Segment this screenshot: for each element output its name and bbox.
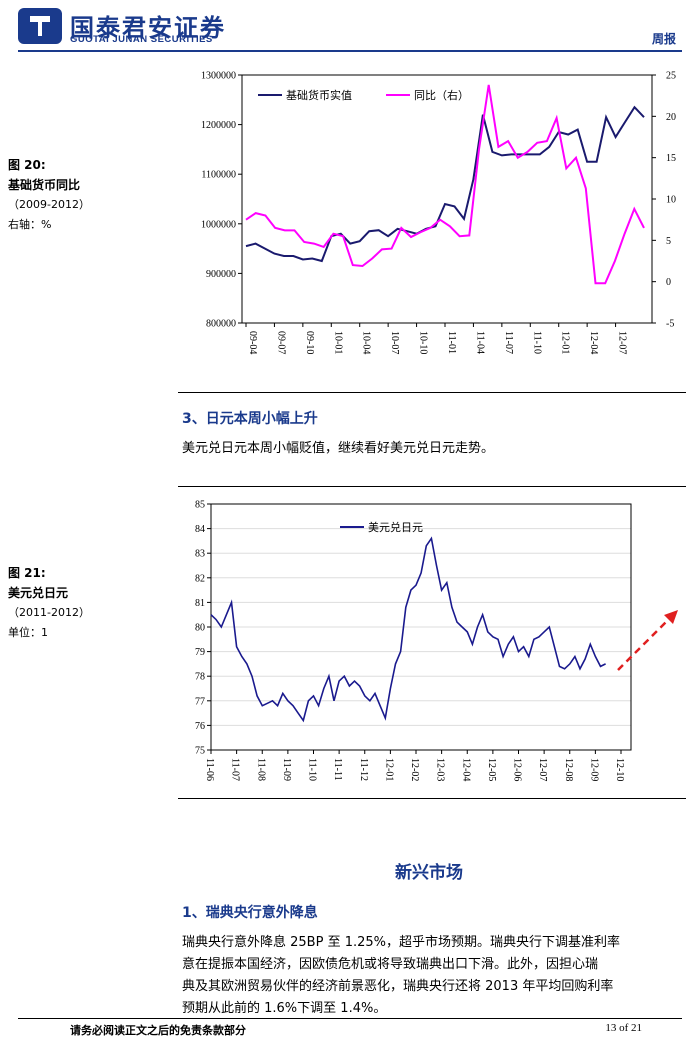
x-tick-label: 11-06 (204, 758, 215, 781)
plot-frame (241, 74, 653, 324)
x-tick-label: 12-03 (435, 758, 446, 781)
emerging-para-line-4: 预期从此前的 1.6%下调至 1.4%。 (182, 1001, 387, 1016)
x-tick-label: 12-07 (617, 331, 628, 354)
x-tick-label: 12-02 (409, 758, 420, 781)
page-number: 13 of 21 (605, 1022, 642, 1034)
company-name-en: GUOTAI JUNAN SECURITIES (70, 34, 213, 45)
figure-21-period: （2011-2012） (8, 606, 90, 619)
y-tick-label: 78 (195, 672, 205, 683)
x-tick-label: 11-01 (446, 331, 457, 354)
x-tick-label: 12-09 (588, 758, 599, 781)
x-tick-label: 11-09 (281, 758, 292, 781)
figure-20-note: 右轴：% (8, 218, 52, 231)
y2-tick-label: 15 (666, 153, 676, 164)
footer-disclaimer: 请务必阅读正文之后的免责条款部分 (70, 1024, 246, 1037)
y-tick-label: 79 (195, 647, 205, 658)
x-tick-label: 12-06 (512, 758, 523, 781)
x-tick-label: 11-10 (531, 331, 542, 354)
y-tick-label: 1300000 (201, 71, 236, 82)
chart-2-top-rule (178, 486, 686, 487)
series-line-yoy (245, 84, 645, 285)
legend-label-usdjpy: 美元兑日元 (368, 520, 423, 534)
emerging-para-line-1: 瑞典央行意外降息 25BP 至 1.25%，超乎市场预期。瑞典央行下调基准利率 (182, 935, 620, 950)
x-tick-label: 09-10 (304, 331, 315, 354)
x-tick-label: 12-07 (537, 758, 548, 781)
monetary-base-chart: 800000 900000 1000000 1100000 1200000 1300000… (201, 71, 676, 355)
y-tick-label: 84 (195, 524, 205, 535)
figure-21-label: 图 21: (8, 566, 46, 580)
y-tick-label: 85 (195, 500, 205, 511)
figure-20-label: 图 20: (8, 158, 46, 172)
y-tick-label: 800000 (206, 319, 236, 330)
x-tick-label: 10-01 (332, 331, 343, 354)
x-tick-label: 11-11 (332, 758, 343, 781)
x-tick-label: 12-04 (588, 331, 599, 354)
y-tick-label: 83 (195, 549, 205, 560)
legend: 基础货币实值 同比（右） (258, 88, 469, 102)
x-tick-label: 10-04 (361, 331, 372, 354)
y2-tick-label: 0 (666, 277, 671, 288)
y-tick-label: 76 (195, 721, 205, 732)
y2-tick-label: 10 (666, 195, 676, 206)
y-tick-label: 81 (195, 598, 205, 609)
trend-arrow (617, 610, 678, 671)
chart-1-bottom-rule (178, 392, 686, 393)
figure-20-period: （2009-2012） (8, 198, 90, 211)
x-tick-label: 09-07 (275, 331, 286, 354)
footer-divider (18, 1018, 682, 1019)
y2-tick-label: 20 (666, 112, 676, 123)
report-type: 周报 (651, 32, 676, 46)
legend: 美元兑日元 (340, 520, 423, 534)
x-tick-label: 12-04 (460, 758, 471, 781)
x-tick-label: 10-10 (418, 331, 429, 354)
legend-label-yoy: 同比（右） (414, 88, 469, 102)
x-tick-label: 12-01 (383, 758, 394, 781)
figure-21-title: 美元兑日元 (8, 586, 69, 600)
series-line-monetary-base (245, 105, 645, 263)
x-tick-label: 11-12 (358, 758, 369, 781)
x-tick-label: 11-10 (307, 758, 318, 781)
x-tick-label: 09-04 (247, 331, 258, 354)
x-tick-label: 10-07 (389, 331, 400, 354)
company-logo (18, 8, 62, 44)
company-name-cn: 国泰君安证券 (70, 14, 226, 42)
series-line-usdjpy (210, 536, 606, 723)
y-tick-label: 80 (195, 623, 205, 634)
emerging-markets-heading: 新兴市场 (395, 863, 463, 883)
emerging-para-line-3: 典及其欧洲贸易伙伴的经济前景恶化，瑞典央行还将 2013 年平均回购利率 (182, 979, 614, 994)
x-tick-label: 11-07 (230, 758, 241, 781)
emerging-sub-heading: 1、瑞典央行意外降息 (182, 905, 318, 921)
section-3-heading: 3、日元本周小幅上升 (182, 411, 318, 427)
y-tick-label: 1200000 (201, 120, 236, 131)
usdjpy-chart: 75 76 77 78 79 80 81 82 83 84 85 11-06 11-07 11-08 11… (195, 500, 678, 781)
y-tick-label: 900000 (206, 269, 236, 280)
x-tick-label: 11-07 (503, 331, 514, 354)
y2-tick-label: 25 (666, 71, 676, 82)
figure-20-title: 基础货币同比 (8, 178, 81, 192)
figure-21-note: 单位：1 (8, 626, 48, 639)
section-3-body: 美元兑日元本周小幅贬值，继续看好美元兑日元走势。 (182, 441, 495, 456)
x-tick-label: 11-04 (474, 331, 485, 354)
x-tick-label: 11-08 (255, 758, 266, 781)
y2-tick-label: 5 (666, 236, 671, 247)
y2-tick-label: -5 (666, 319, 674, 330)
x-tick-label: 12-10 (614, 758, 625, 781)
x-tick-label: 12-01 (560, 331, 571, 354)
y-tick-label: 77 (195, 696, 205, 707)
y-tick-label: 75 (195, 746, 205, 757)
y-tick-label: 82 (195, 573, 205, 584)
y-tick-label: 1000000 (201, 219, 236, 230)
x-tick-label: 12-05 (486, 758, 497, 781)
legend-label-monetary-base: 基础货币实值 (286, 88, 352, 102)
y-tick-label: 1100000 (201, 170, 236, 181)
emerging-para-line-2: 意在提振本国经济，因欧债危机或将导致瑞典出口下滑。此外，因担心瑞 (182, 957, 599, 972)
header-divider (18, 50, 682, 52)
chart-2-bottom-rule (178, 798, 686, 799)
x-tick-label: 12-08 (563, 758, 574, 781)
